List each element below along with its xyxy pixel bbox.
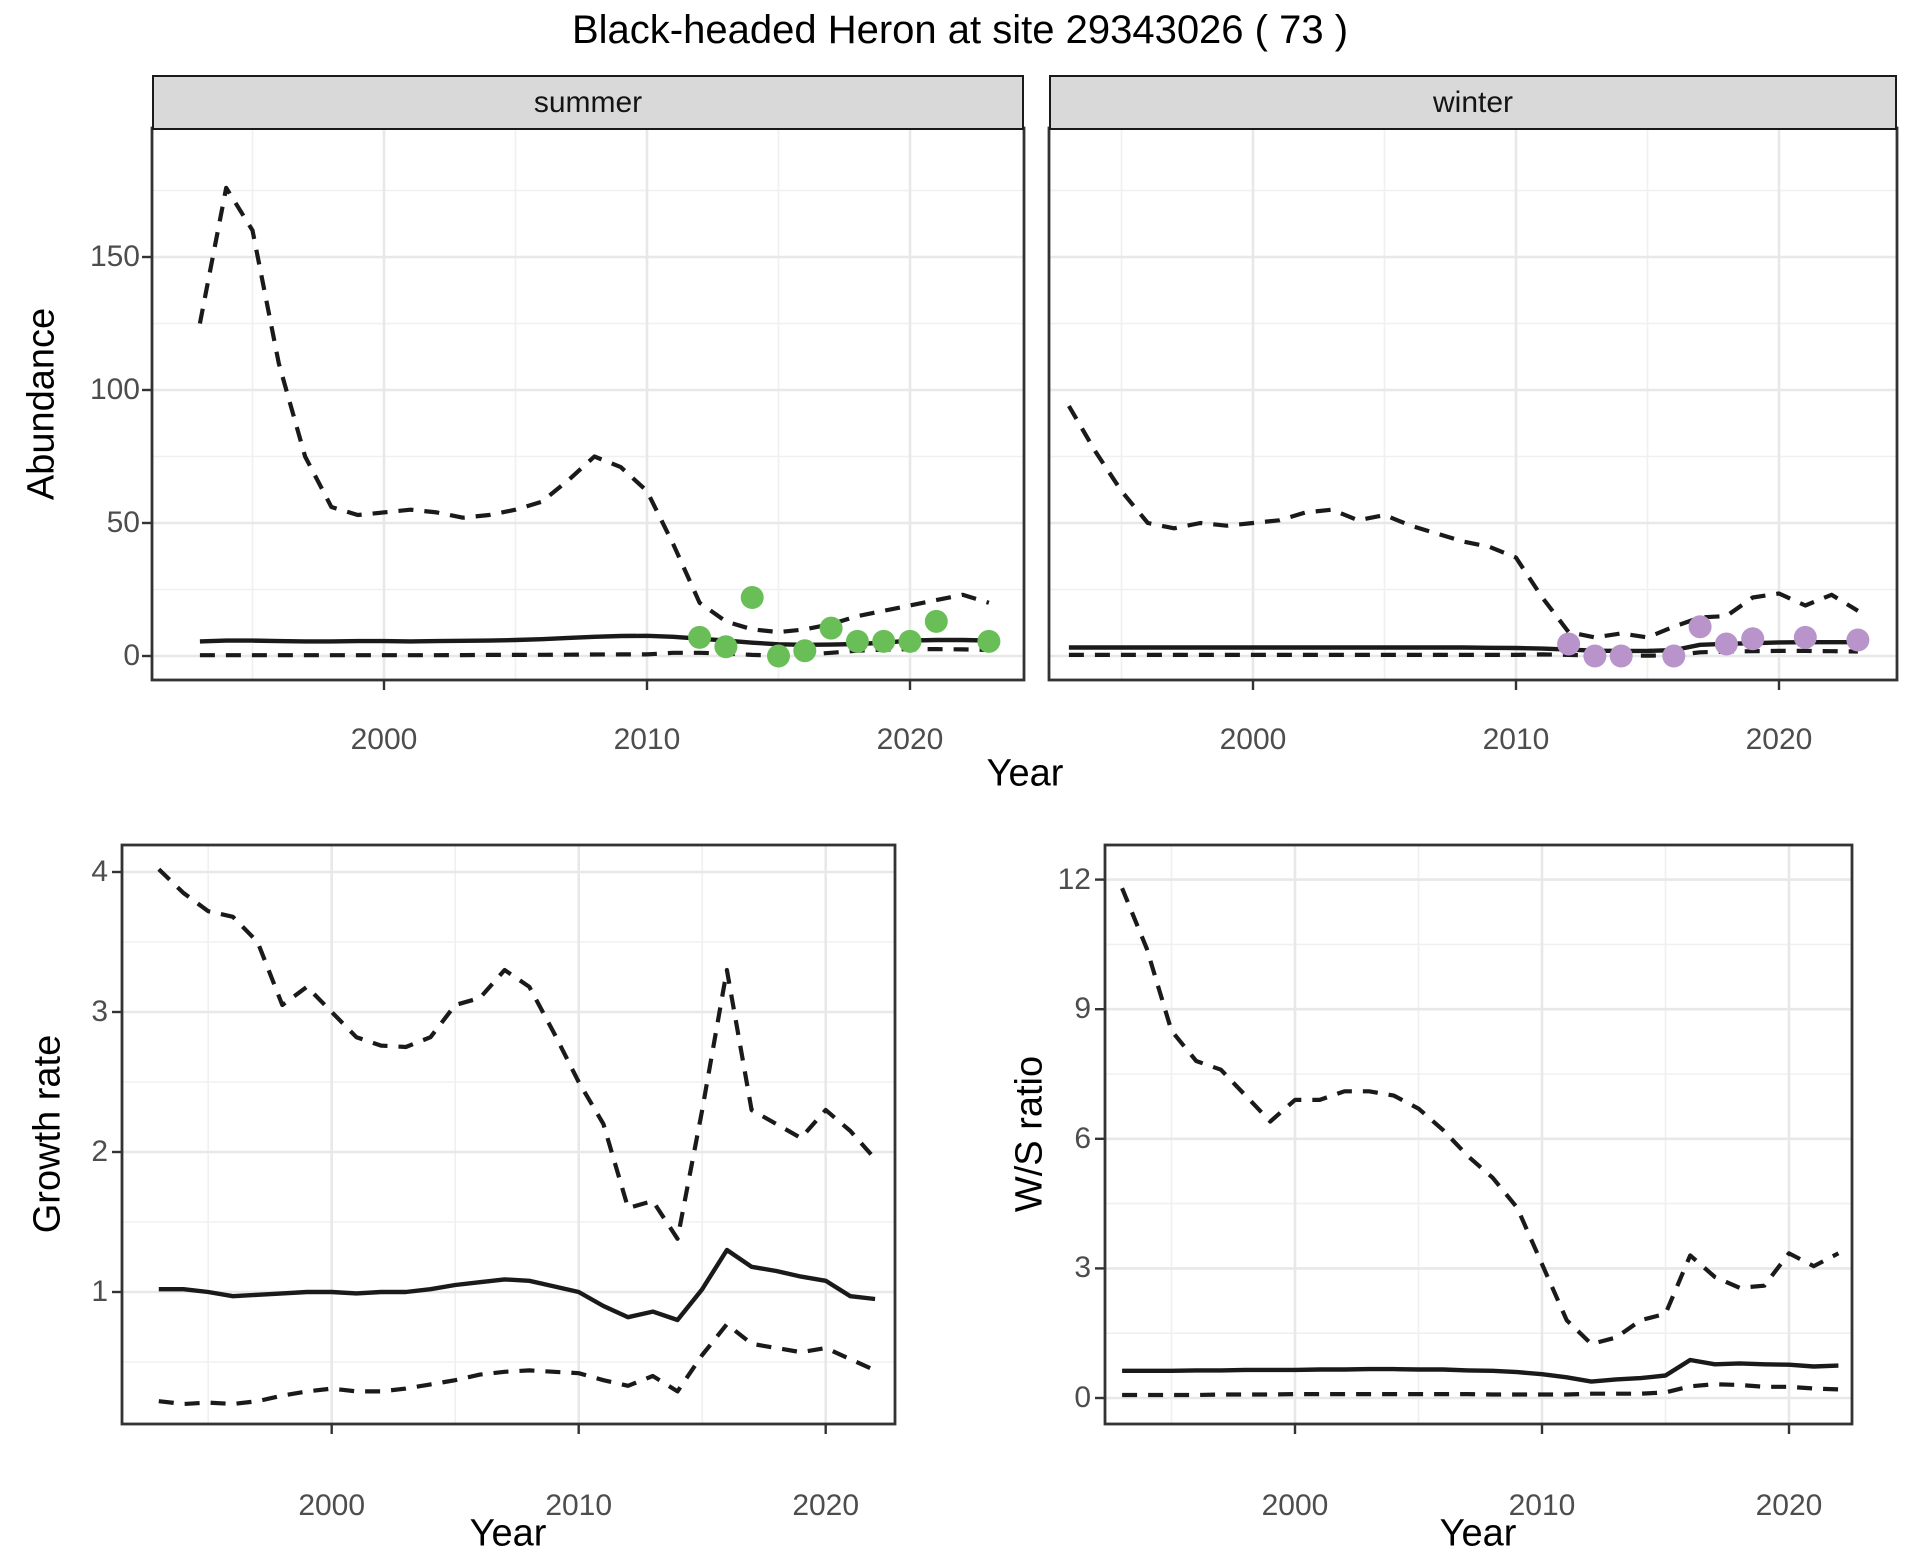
y-tick-label: 2 bbox=[91, 1135, 108, 1168]
x-tick-label: 2020 bbox=[1745, 723, 1813, 756]
x-tick-label: 2000 bbox=[1219, 723, 1287, 756]
point-observed-counts-winter bbox=[1793, 625, 1817, 649]
x-axis-title-top: Year bbox=[986, 752, 1064, 795]
x-tick-label: 2010 bbox=[613, 723, 681, 756]
x-axis-title-ws-ratio: Year bbox=[1439, 1512, 1517, 1555]
x-tick-label: 2020 bbox=[1755, 1489, 1823, 1522]
series-median bbox=[1122, 1357, 1839, 1384]
x-tick-label: 2000 bbox=[1261, 1489, 1329, 1522]
point-observed-counts-winter bbox=[1583, 644, 1607, 668]
y-tick-label: 100 bbox=[89, 373, 140, 406]
y-tick-label: 12 bbox=[1057, 862, 1091, 896]
y-tick-label: 3 bbox=[1074, 1251, 1091, 1285]
x-tick-label: 2020 bbox=[876, 723, 944, 756]
facet-label-summer: summer bbox=[533, 85, 643, 119]
point-observed-counts-winter bbox=[1557, 632, 1581, 656]
panel-abundance-summer bbox=[142, 126, 1026, 690]
point-observed-counts-summer bbox=[767, 644, 790, 668]
y-tick-label: 4 bbox=[91, 855, 108, 888]
x-tick-label: 2020 bbox=[792, 1489, 860, 1522]
series-upper-95ci bbox=[1120, 887, 1840, 1347]
point-observed-counts-summer bbox=[688, 625, 712, 649]
point-observed-counts-summer bbox=[793, 639, 817, 663]
point-observed-counts-summer bbox=[819, 616, 843, 640]
facet-strip-summer: summer bbox=[152, 75, 1024, 130]
panel-abundance-winter bbox=[1047, 126, 1899, 690]
panel-ws-ratio bbox=[1095, 843, 1854, 1434]
y-tick-label: 9 bbox=[1074, 992, 1091, 1026]
series-upper-95ci bbox=[197, 185, 990, 635]
x-axis-title-growth-rate: Year bbox=[469, 1512, 547, 1555]
y-tick-label: 6 bbox=[1074, 1121, 1091, 1155]
y-axis-title-growth-rate: Growth rate bbox=[26, 1034, 69, 1234]
point-observed-counts-summer bbox=[872, 629, 896, 653]
point-observed-counts-summer bbox=[977, 629, 1001, 653]
y-tick-label: 50 bbox=[106, 506, 140, 539]
y-tick-label: 3 bbox=[91, 995, 108, 1028]
point-observed-counts-winter bbox=[1714, 632, 1738, 656]
point-observed-counts-winter bbox=[1662, 644, 1686, 668]
point-observed-counts-summer bbox=[845, 629, 869, 653]
series-upper-95ci bbox=[1067, 404, 1859, 640]
y-tick-label: 150 bbox=[89, 240, 140, 273]
y-tick-label: 1 bbox=[91, 1275, 108, 1308]
facet-strip-winter: winter bbox=[1049, 75, 1897, 130]
facet-label-winter: winter bbox=[1432, 85, 1514, 119]
point-observed-counts-summer bbox=[740, 586, 764, 609]
point-observed-counts-summer bbox=[898, 629, 922, 653]
point-observed-counts-winter bbox=[1741, 627, 1765, 651]
y-tick-label: 0 bbox=[1074, 1381, 1091, 1414]
point-observed-counts-winter bbox=[1609, 644, 1633, 668]
x-tick-label: 2010 bbox=[1508, 1489, 1576, 1522]
point-observed-counts-winter bbox=[1688, 615, 1712, 639]
page-title: Black-headed Heron at site 29343026 ( 73… bbox=[571, 8, 1349, 52]
point-observed-counts-winter bbox=[1846, 628, 1870, 652]
y-tick-label: 0 bbox=[123, 639, 140, 672]
panel-growth-rate bbox=[112, 843, 897, 1434]
series-median bbox=[158, 1247, 876, 1323]
x-tick-label: 2000 bbox=[298, 1489, 366, 1522]
x-tick-label: 2000 bbox=[350, 723, 418, 756]
point-observed-counts-summer bbox=[714, 635, 738, 659]
point-observed-counts-summer bbox=[924, 609, 948, 633]
x-tick-label: 2010 bbox=[1482, 723, 1550, 756]
x-tick-label: 2010 bbox=[545, 1489, 613, 1522]
